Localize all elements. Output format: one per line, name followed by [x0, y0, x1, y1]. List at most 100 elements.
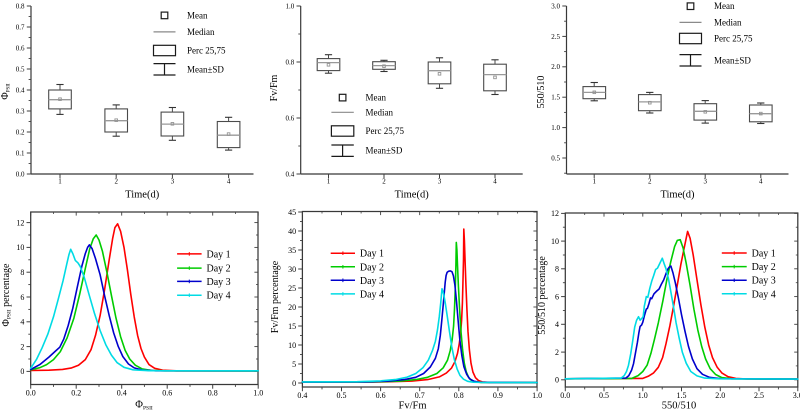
svg-text:0.5: 0.5 — [16, 65, 25, 73]
svg-text:Mean: Mean — [187, 10, 208, 20]
svg-text:6: 6 — [20, 293, 24, 302]
svg-text:Day 3: Day 3 — [207, 277, 231, 288]
svg-text:ΦPSII: ΦPSII — [135, 400, 153, 411]
svg-text:0.7: 0.7 — [16, 23, 25, 31]
svg-text:Fv/Fm percentage: Fv/Fm percentage — [270, 260, 281, 333]
svg-text:45: 45 — [288, 208, 296, 217]
svg-text:0.0: 0.0 — [26, 389, 36, 398]
svg-text:0.8: 0.8 — [454, 391, 464, 400]
svg-text:0.7: 0.7 — [415, 391, 425, 400]
svg-text:0.5: 0.5 — [337, 391, 347, 400]
svg-text:0.8: 0.8 — [208, 389, 218, 398]
svg-text:3: 3 — [703, 178, 707, 186]
svg-text:2.0: 2.0 — [551, 63, 560, 71]
svg-text:550/510 percentage: 550/510 percentage — [537, 256, 548, 335]
svg-text:0.3: 0.3 — [16, 107, 25, 115]
svg-text:Time(d): Time(d) — [395, 190, 430, 201]
svg-text:12: 12 — [16, 218, 24, 227]
svg-text:2: 2 — [555, 348, 559, 357]
svg-text:30: 30 — [288, 265, 296, 274]
svg-text:0: 0 — [292, 379, 296, 388]
svg-text:ΦPSII percentage: ΦPSII percentage — [1, 263, 13, 326]
svg-text:Day 3: Day 3 — [360, 276, 384, 287]
svg-text:1: 1 — [592, 178, 596, 186]
svg-text:6: 6 — [555, 292, 559, 301]
svg-text:2.0: 2.0 — [715, 391, 725, 400]
svg-text:2.5: 2.5 — [754, 391, 764, 400]
svg-text:0.2: 0.2 — [71, 389, 81, 398]
svg-text:1.0: 1.0 — [551, 124, 560, 132]
svg-text:Fv/Fm: Fv/Fm — [269, 74, 280, 101]
svg-text:Mean: Mean — [366, 93, 387, 103]
svg-text:550/510: 550/510 — [662, 401, 696, 411]
svg-text:1.0: 1.0 — [532, 391, 542, 400]
svg-text:1.0: 1.0 — [638, 391, 648, 400]
svg-text:0.2: 0.2 — [16, 128, 25, 136]
svg-text:Mean±SD: Mean±SD — [366, 146, 403, 156]
svg-text:Day 2: Day 2 — [360, 262, 384, 273]
svg-text:Day 2: Day 2 — [752, 262, 776, 273]
svg-text:20: 20 — [288, 303, 296, 312]
svg-text:0: 0 — [20, 367, 24, 376]
svg-text:0.6: 0.6 — [16, 44, 25, 52]
svg-text:15: 15 — [288, 322, 296, 331]
svg-text:0.6: 0.6 — [376, 391, 386, 400]
svg-text:Mean±SD: Mean±SD — [714, 55, 751, 65]
svg-text:1.5: 1.5 — [551, 94, 560, 102]
svg-text:0: 0 — [555, 376, 559, 385]
svg-text:Day 2: Day 2 — [207, 264, 231, 275]
svg-text:1: 1 — [327, 178, 331, 186]
svg-text:0.8: 0.8 — [285, 58, 294, 66]
svg-text:3: 3 — [171, 178, 175, 186]
svg-text:1.0: 1.0 — [253, 389, 263, 398]
svg-text:0.4: 0.4 — [297, 391, 307, 400]
svg-text:Day 1: Day 1 — [752, 249, 776, 260]
svg-text:10: 10 — [551, 237, 559, 246]
svg-text:0.8: 0.8 — [16, 2, 25, 10]
svg-text:550/510: 550/510 — [536, 76, 547, 109]
svg-text:Day 4: Day 4 — [752, 289, 776, 300]
svg-text:Perc 25,75: Perc 25,75 — [366, 126, 405, 136]
svg-text:0.6: 0.6 — [285, 114, 294, 122]
svg-text:Day 4: Day 4 — [360, 289, 384, 300]
svg-text:5: 5 — [292, 360, 296, 369]
svg-text:Median: Median — [366, 107, 394, 117]
svg-text:Fv/Fm: Fv/Fm — [398, 401, 426, 411]
svg-text:0.9: 0.9 — [493, 391, 503, 400]
svg-text:2.5: 2.5 — [551, 33, 560, 41]
svg-text:Mean: Mean — [714, 1, 735, 11]
svg-text:4: 4 — [227, 178, 231, 186]
svg-text:4: 4 — [555, 320, 559, 329]
svg-text:0.4: 0.4 — [285, 170, 294, 178]
svg-text:0.0: 0.0 — [16, 170, 25, 178]
svg-text:10: 10 — [288, 341, 296, 350]
svg-text:1.5: 1.5 — [677, 391, 687, 400]
svg-text:3.0: 3.0 — [793, 391, 800, 400]
svg-text:Day 4: Day 4 — [207, 291, 231, 302]
svg-text:0.6: 0.6 — [162, 389, 172, 398]
svg-text:0.5: 0.5 — [551, 154, 560, 162]
svg-text:Day 1: Day 1 — [360, 249, 384, 260]
svg-text:1.0: 1.0 — [285, 2, 294, 10]
svg-text:35: 35 — [288, 246, 296, 255]
svg-text:12: 12 — [551, 209, 559, 218]
svg-text:Median: Median — [714, 17, 742, 27]
svg-text:2: 2 — [114, 178, 118, 186]
svg-text:0.0: 0.0 — [560, 391, 570, 400]
svg-text:Time(d): Time(d) — [660, 190, 695, 201]
svg-text:10: 10 — [16, 243, 24, 252]
svg-text:8: 8 — [555, 265, 559, 274]
svg-text:4: 4 — [759, 178, 763, 186]
svg-text:Perc 25,75: Perc 25,75 — [714, 34, 753, 44]
svg-text:25: 25 — [288, 284, 296, 293]
svg-text:Day 1: Day 1 — [207, 249, 231, 260]
svg-text:0.4: 0.4 — [117, 389, 127, 398]
svg-text:0.5: 0.5 — [599, 391, 609, 400]
svg-text:0.4: 0.4 — [16, 86, 25, 94]
svg-text:Day 3: Day 3 — [752, 276, 776, 287]
svg-text:0.1: 0.1 — [16, 149, 25, 157]
svg-text:40: 40 — [288, 227, 296, 236]
svg-text:3: 3 — [438, 178, 442, 186]
svg-text:8: 8 — [20, 268, 24, 277]
svg-text:Time(d): Time(d) — [125, 190, 160, 201]
